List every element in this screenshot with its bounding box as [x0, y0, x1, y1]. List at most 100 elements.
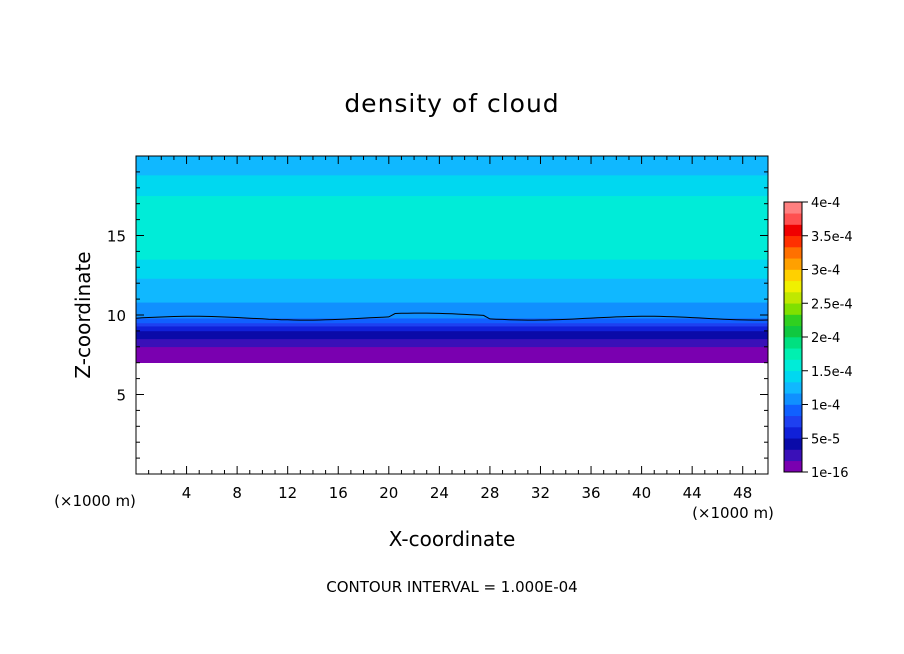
density-band — [136, 292, 768, 295]
density-band — [136, 179, 768, 182]
density-band — [136, 282, 768, 286]
density-band — [136, 211, 768, 214]
density-band — [136, 341, 768, 344]
density-band — [136, 192, 768, 195]
colorbar-swatch — [784, 438, 802, 450]
density-band — [136, 206, 768, 209]
density-band — [136, 309, 768, 313]
density-band — [136, 252, 768, 255]
density-band — [136, 181, 768, 184]
x-tick-label: 28 — [480, 484, 499, 502]
density-band — [136, 273, 768, 276]
density-band — [136, 165, 768, 168]
density-band — [136, 220, 768, 224]
density-band — [136, 290, 768, 294]
colorbar-swatch — [784, 280, 802, 293]
colorbar-swatch — [784, 382, 802, 394]
density-band — [136, 243, 768, 246]
density-band — [136, 228, 768, 232]
x-tick-label: 4 — [182, 484, 192, 502]
density-band — [136, 338, 768, 341]
density-band — [136, 274, 768, 278]
density-band — [136, 324, 768, 327]
density-band — [136, 244, 768, 247]
plot-area — [135, 155, 769, 363]
colorbar-label: 1e-4 — [811, 399, 840, 414]
chart-title: density of cloud — [344, 89, 559, 118]
density-band — [136, 233, 768, 236]
density-band — [136, 214, 768, 217]
y-tick-label: 5 — [116, 387, 126, 405]
density-band — [136, 162, 768, 165]
density-band — [136, 182, 768, 185]
density-band — [136, 343, 768, 346]
density-band — [136, 262, 768, 265]
colorbar-swatch — [784, 325, 802, 338]
density-band — [136, 200, 768, 203]
density-band — [136, 246, 768, 249]
colorbar-label: 4e-4 — [811, 196, 840, 211]
x-tick-label: 20 — [379, 484, 398, 502]
density-band — [136, 239, 768, 243]
density-band — [136, 217, 768, 220]
density-band — [136, 257, 768, 260]
density-band — [136, 189, 768, 192]
colorbar-label: 3.5e-4 — [811, 230, 853, 245]
density-band — [136, 300, 768, 303]
density-band — [136, 336, 768, 340]
density-band — [136, 267, 768, 270]
density-band — [136, 184, 768, 187]
density-band — [136, 224, 768, 227]
density-band — [136, 303, 768, 306]
colorbar-swatch — [784, 292, 802, 304]
colorbar-swatch — [784, 247, 802, 259]
x-unit-left: (×1000 m) — [54, 492, 136, 510]
density-band — [136, 236, 768, 239]
density-band — [136, 254, 768, 257]
density-band — [136, 197, 768, 200]
density-band — [136, 166, 768, 170]
x-tick-label: 36 — [581, 484, 600, 502]
density-band — [136, 212, 768, 216]
density-band — [136, 340, 768, 343]
density-band — [136, 297, 768, 300]
density-band — [136, 187, 768, 190]
density-band — [136, 325, 768, 329]
density-band — [136, 259, 768, 262]
density-band — [136, 317, 768, 321]
density-band — [136, 276, 768, 279]
colorbar-label: 1.5e-4 — [811, 365, 853, 380]
density-band — [136, 289, 768, 292]
x-tick-label: 32 — [531, 484, 550, 502]
density-band — [136, 271, 768, 274]
density-band — [136, 251, 768, 254]
density-band — [136, 216, 768, 219]
density-band — [136, 173, 768, 176]
density-band — [136, 287, 768, 290]
density-band — [136, 222, 768, 225]
colorbar-swatch — [784, 213, 802, 225]
density-band — [136, 193, 768, 197]
density-band — [136, 301, 768, 305]
x-tick-label: 12 — [278, 484, 297, 502]
density-band — [136, 286, 768, 289]
density-band — [136, 316, 768, 319]
density-band — [136, 306, 768, 309]
colorbar-label: 5e-5 — [811, 432, 840, 447]
density-band — [136, 281, 768, 284]
density-band — [136, 279, 768, 282]
colorbar-swatch — [784, 337, 802, 349]
density-band — [136, 232, 768, 235]
density-band — [136, 319, 768, 322]
y-axis-label: Z-coordinate — [71, 251, 95, 378]
colorbar-swatch — [784, 449, 802, 462]
colorbar-label: 1e-16 — [811, 466, 849, 481]
density-band — [136, 268, 768, 271]
density-band — [136, 298, 768, 301]
density-band — [136, 330, 768, 333]
density-band — [136, 295, 768, 298]
density-band — [136, 195, 768, 198]
colorbar-swatch — [784, 393, 802, 405]
density-band — [136, 171, 768, 174]
y-tick-label: 15 — [107, 228, 126, 246]
